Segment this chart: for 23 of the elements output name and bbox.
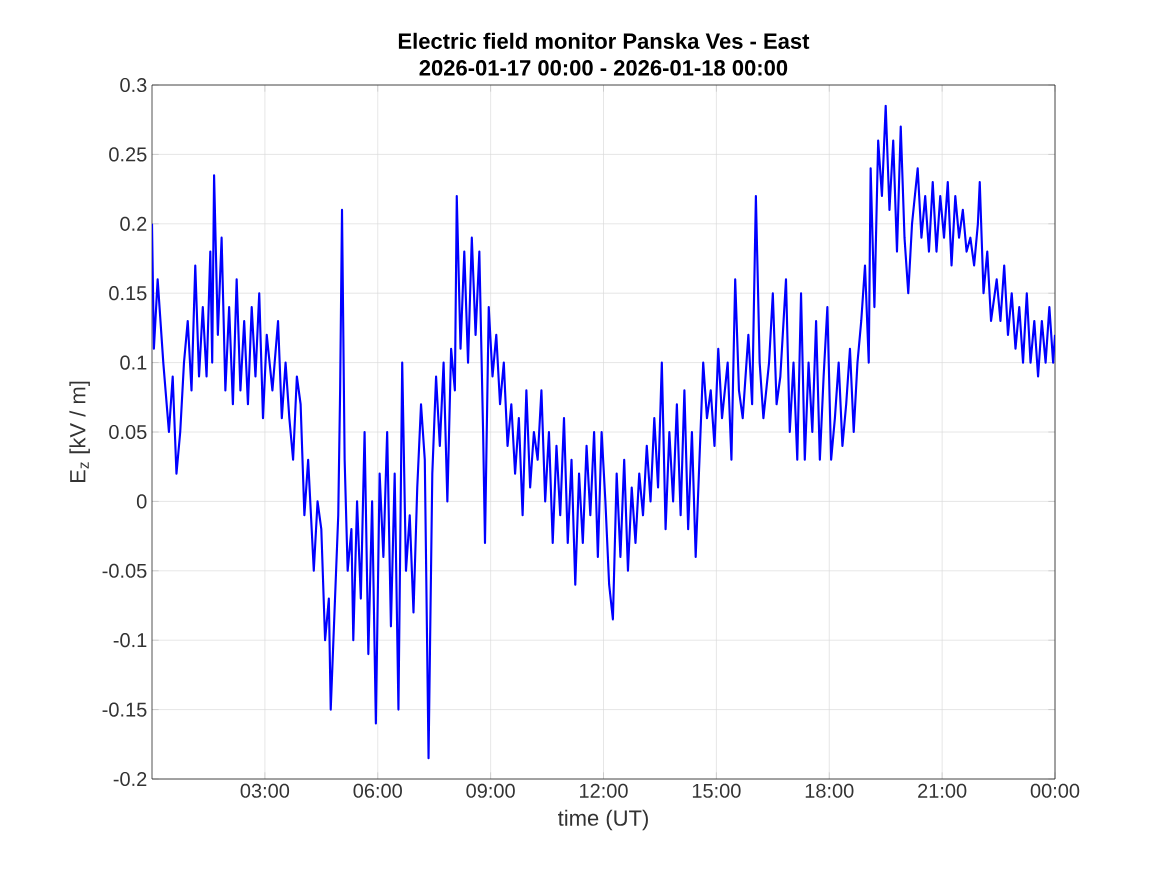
x-tick-label: 00:00	[1030, 783, 1080, 798]
y-tick-label: 0.3	[120, 77, 147, 93]
chart-subtitle: 2026-01-17 00:00 - 2026-01-18 00:00	[419, 60, 788, 76]
y-axis-title: E$_{z}$ [kV / m]	[69, 381, 90, 483]
y-tick-label: 0.1	[120, 355, 147, 370]
x-axis-title: time (UT)	[558, 809, 648, 831]
x-tick-label: 12:00	[580, 783, 628, 798]
y-tick-label: 0	[136, 494, 147, 509]
x-tick-label: 18:00	[805, 783, 854, 798]
y-tick-label: 0.2	[120, 216, 147, 231]
y-tick-label: 0.15	[109, 286, 147, 301]
y-tick-label: 0.25	[109, 147, 147, 162]
x-tick-label: 21:00	[918, 783, 967, 798]
y-tick-label: 0.05	[109, 424, 147, 440]
x-tick-label: 06:00	[353, 783, 402, 798]
x-tick-label: 09:00	[466, 783, 515, 798]
y-tick-label: -0.1	[113, 633, 147, 648]
y-tick-label: -0.15	[102, 702, 147, 717]
y-tick-label: -0.05	[102, 563, 147, 578]
y-tick-label: -0.2	[113, 771, 147, 787]
chart-title: Electric field monitor Panska Ves - East	[398, 32, 810, 49]
x-tick-label: 15:00	[692, 783, 741, 798]
x-tick-label: 03:00	[240, 783, 290, 798]
